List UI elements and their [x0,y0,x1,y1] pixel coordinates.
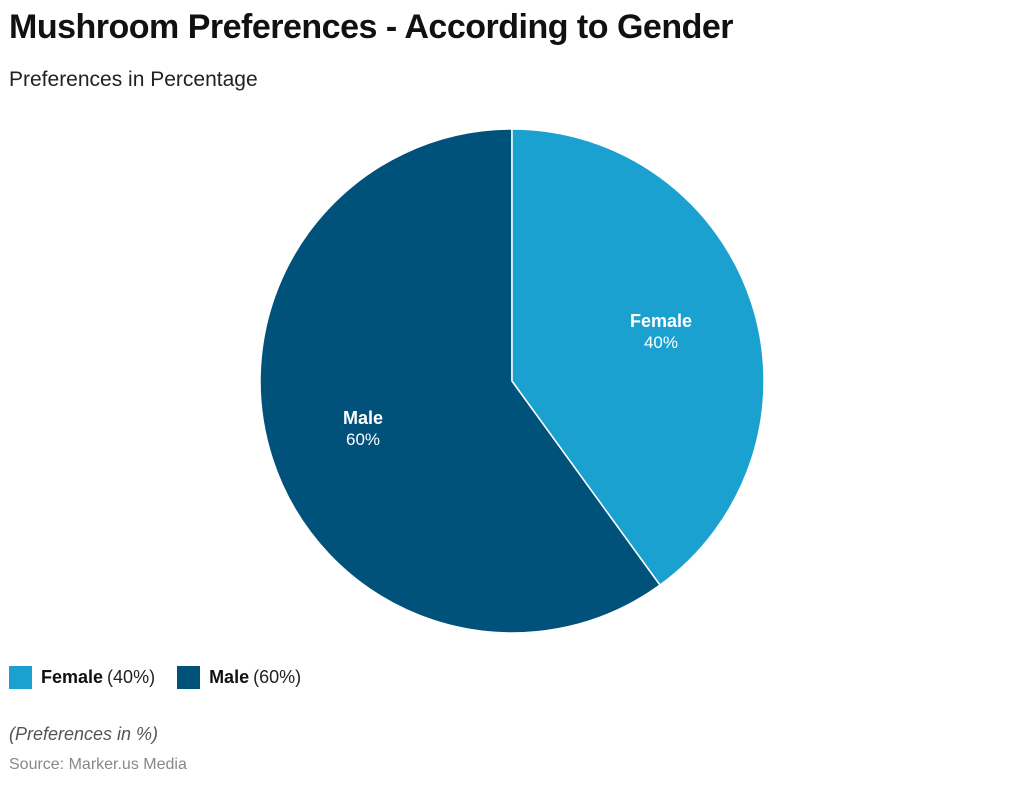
chart-source: Source: Marker.us Media [9,756,187,773]
chart-subtitle: Preferences in Percentage [9,68,258,91]
chart-note: (Preferences in %) [9,724,159,744]
legend-value-female: (40%) [107,667,156,687]
legend-label-female: Female [41,667,104,687]
pie-slice-male[interactable] [259,128,662,634]
legend-item-female[interactable]: Female (40%) [9,666,155,689]
chart-title: Mushroom Preferences - According to Gend… [9,8,734,46]
legend-swatch-female [9,666,32,689]
slice-label-female: Female 40% [630,310,692,354]
slice-label-female-name: Female [629,311,693,331]
legend: Female (40%) Male (60%) [9,666,323,689]
legend-label-male: Male [209,667,250,687]
slice-label-female-pct: 40% [643,333,679,352]
legend-item-male[interactable]: Male (60%) [177,666,301,689]
pie-slice-female[interactable] [511,128,765,587]
slice-label-male-name: Male [342,408,384,428]
slice-label-male-pct: 60% [345,430,381,449]
legend-value-male: (60%) [253,667,302,687]
slice-label-male: Male 60% [343,407,383,451]
legend-swatch-male [177,666,201,689]
